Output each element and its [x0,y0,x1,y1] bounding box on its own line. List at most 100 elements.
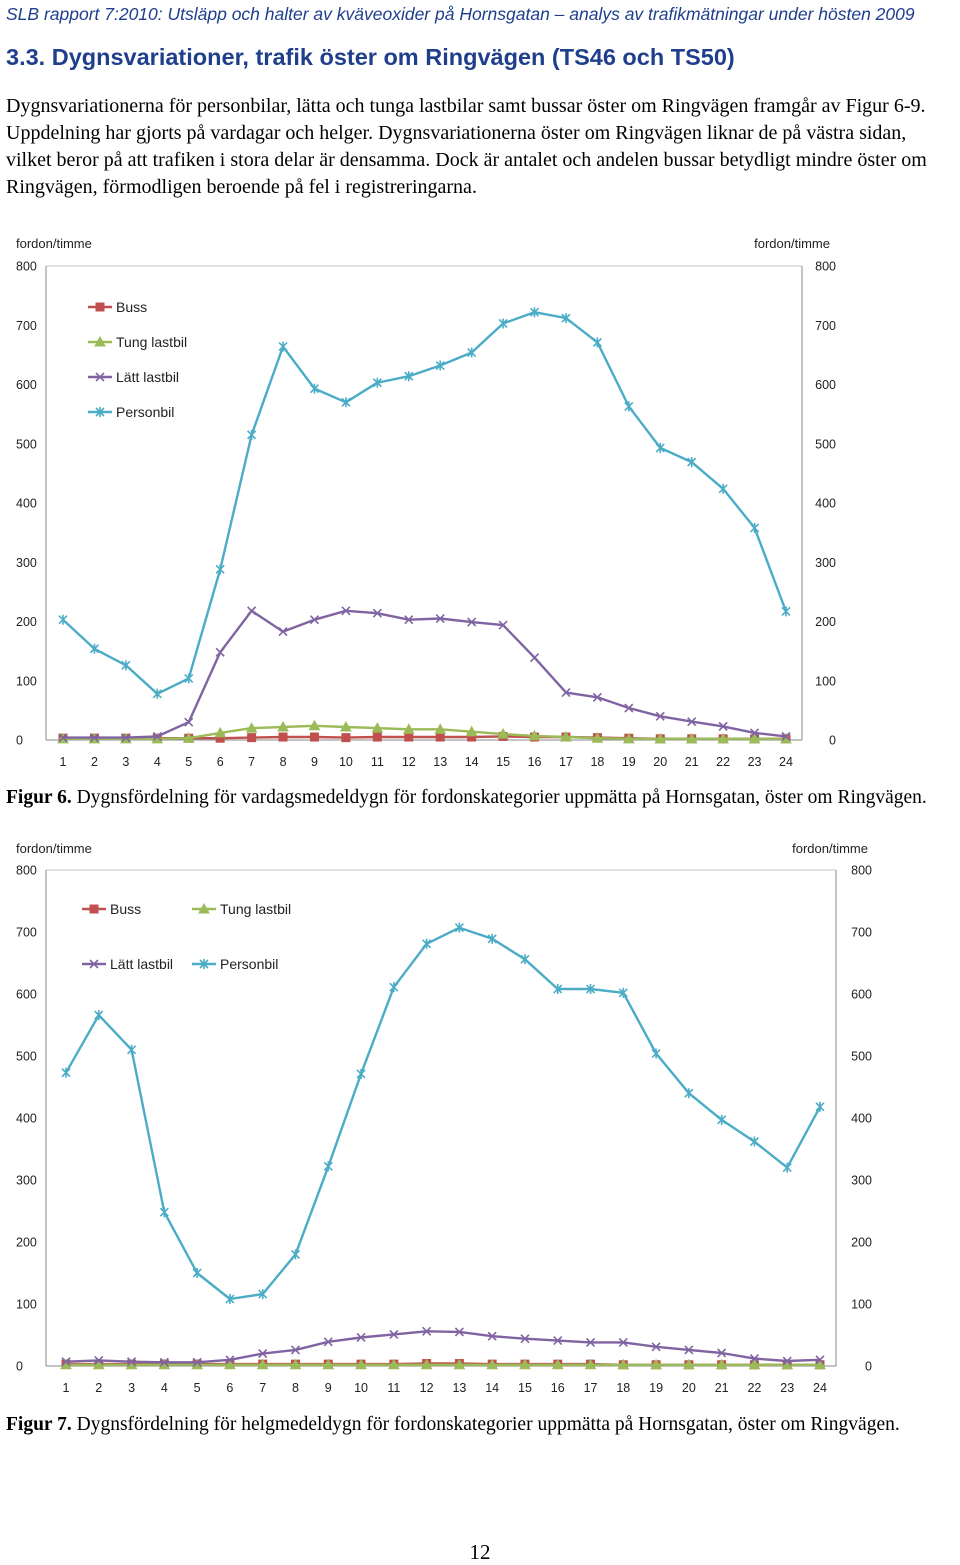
fig7-data-point [487,933,497,944]
fig6-series-line [63,609,787,739]
fig6-data-point [184,717,194,727]
fig7-data-point [225,1355,235,1365]
fig7-data-point [356,1332,366,1343]
fig7-y2tick-label: 600 [851,988,872,1002]
fig6-y2tick-label: 800 [815,260,836,274]
fig7-data-point [519,1358,531,1370]
fig7-data-point [290,1249,301,1260]
fig6-data-point [308,719,321,731]
fig6-ytick-label: 300 [16,556,37,570]
fig6-data-point [182,732,195,743]
fig7-data-point [225,1294,235,1305]
fig7-y2tick-label: 500 [851,1050,872,1064]
fig6-data-point [497,728,509,739]
figure6-caption: Figur 6. Dygnsfördelning för vardagsmede… [6,785,954,810]
fig7-data-point [520,954,530,965]
fig7-xtick-label: 2 [95,1381,102,1395]
fig6-data-point [371,722,384,733]
fig7-data-point [551,1358,564,1370]
fig7-xtick-label: 1 [63,1381,70,1395]
fig6-xtick-label: 17 [559,755,573,769]
fig6-xtick-label: 24 [779,755,793,769]
fig7-data-point [617,1358,630,1370]
body-paragraph: Dygnsvariationerna för personbilar, lätt… [6,95,927,198]
fig6-data-point [309,383,320,394]
fig6-data-point [591,732,604,743]
fig6-series-line [62,310,788,695]
fig6-data-point [435,360,445,371]
fig6-data-point [687,717,697,727]
fig7-xtick-label: 8 [292,1381,299,1395]
fig6-data-point [498,620,508,630]
fig6-data-point [341,733,351,743]
fig6-y2-axis-title: fordon/timme [754,236,830,251]
fig6-xtick-label: 15 [496,755,510,769]
fig6-legend-label: Tung lastbil [116,334,187,350]
figure7-label: Figur 7. [6,1414,72,1435]
fig7-xtick-label: 11 [387,1381,400,1395]
fig6-data-point [592,337,602,348]
fig6-data-point [749,728,760,738]
fig6-y2tick-label: 200 [815,615,836,629]
fig7-data-point [553,1336,563,1346]
fig6-xtick-label: 18 [590,755,604,769]
fig6-data-point [434,723,447,734]
fig7-data-point [715,1358,728,1370]
fig7-data-point [61,1067,71,1078]
figure7-chart: fordon/timme fordon/timme 0 0 100 100 200 200 30… [16,841,872,1395]
fig6-legend-bg [86,294,202,430]
fig6-xtick-label: 11 [371,755,384,769]
fig6-xtick-label: 14 [465,755,479,769]
fig7-data-point [192,1268,202,1278]
fig6-y2tick-label: 300 [815,556,836,570]
fig7-series-personbil [61,922,825,1305]
fig6-ytick-label: 200 [16,615,37,629]
fig7-data-point [422,938,432,949]
fig7-data-point [355,1358,367,1370]
fig7-data-point [749,1353,760,1364]
fig6-xtick-label: 12 [402,755,416,769]
fig7-legend-item: Personbil [192,956,278,972]
fig7-y2tick-label: 0 [865,1360,872,1374]
fig7-legend-marker [89,904,99,914]
fig7-data-point [684,1088,694,1099]
fig6-data-point [340,720,352,732]
fig6-ytick-label: 700 [16,319,37,333]
fig6-data-point [215,564,225,575]
fig7-series-line [64,926,822,1301]
fig7-xtick-label: 15 [518,1381,532,1395]
fig7-data-point [486,1358,499,1370]
fig7-data-point [684,1345,694,1355]
fig6-data-point [58,733,68,743]
fig6-series-l-tt-lastbil [58,606,791,743]
fig7-xtick-label: 6 [226,1381,233,1395]
fig6-data-point [749,522,760,533]
fig7-legend-marker [198,902,210,914]
fig6-data-point [121,733,131,743]
fig6-data-point [89,733,100,743]
fig7-xtick-label: 21 [715,1381,729,1395]
fig6-data-point [561,313,571,324]
fig6-data-point [529,307,540,318]
fig7-data-point [814,1358,826,1370]
fig7-ytick-label: 500 [16,1050,37,1064]
fig7-legend-marker [199,959,209,969]
page-number: 12 [469,1540,491,1564]
fig6-xtick-label: 6 [217,755,224,769]
fig7-series-tung-lastbil [60,1358,826,1370]
fig7-legend-label: Personbil [220,956,278,972]
fig7-y2tick-label: 100 [851,1298,872,1312]
fig7-xtick-label: 23 [780,1381,794,1395]
fig7-ytick-label: 600 [16,988,37,1002]
fig7-data-point [192,1357,202,1367]
fig7-xtick-label: 13 [452,1381,466,1395]
fig6-xtick-label: 13 [433,755,447,769]
fig6-y2tick-label: 600 [815,378,836,392]
fig7-data-point [453,1358,466,1370]
fig7-data-point [651,1342,661,1352]
fig6-data-point [247,606,257,616]
fig7-data-point [454,1327,464,1337]
fig7-data-point [322,1358,335,1370]
fig6-legend-item: Personbil [88,404,174,420]
fig7-data-point [454,922,464,933]
